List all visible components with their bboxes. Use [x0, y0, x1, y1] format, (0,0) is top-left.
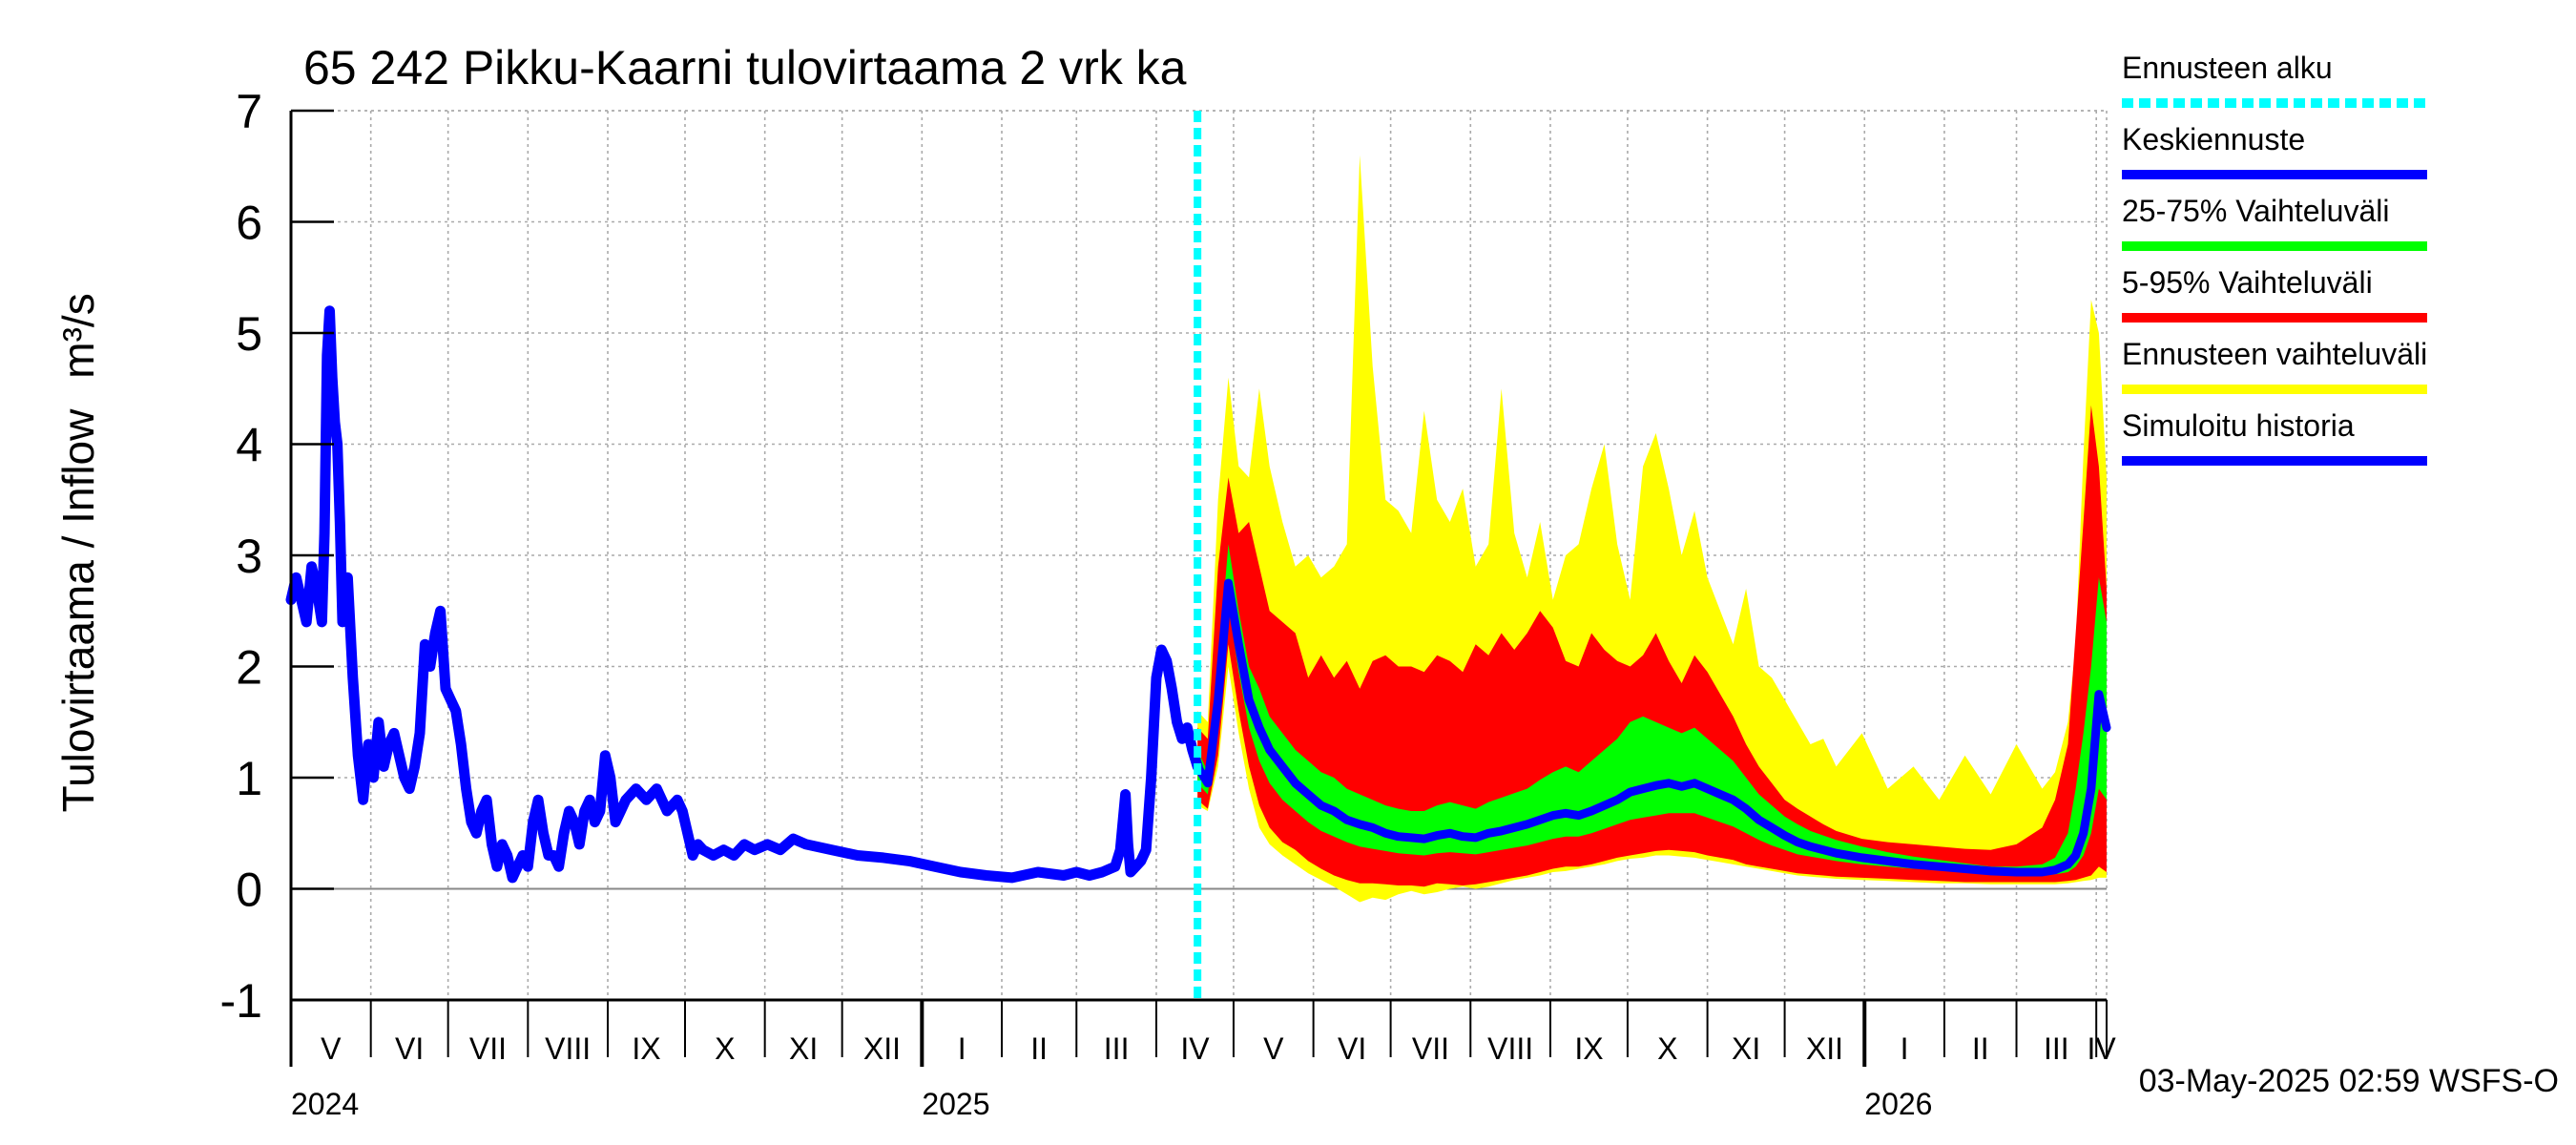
month-label: V [1263, 1031, 1284, 1066]
timestamp: 03-May-2025 02:59 WSFS-O [2139, 1063, 2559, 1099]
band-25-75 [1197, 544, 2107, 876]
month-label: XII [863, 1031, 901, 1066]
month-label: IV [1180, 1031, 1210, 1066]
chart-title: 65 242 Pikku-Kaarni tulovirtaama 2 vrk k… [303, 41, 1187, 94]
year-label: 2024 [291, 1087, 359, 1121]
y-tick-label: 5 [236, 307, 262, 361]
axes [289, 109, 2108, 1067]
legend-label: Simuloitu historia [2122, 408, 2355, 443]
month-label: XI [1732, 1031, 1760, 1066]
month-label: XI [789, 1031, 818, 1066]
y-tick-label: 7 [236, 85, 262, 138]
y-tick-label: 0 [236, 864, 262, 917]
band-5-95 [1197, 405, 2107, 887]
year-label: 2025 [922, 1087, 989, 1121]
month-label: III [2044, 1031, 2069, 1066]
series-lines [285, 111, 2111, 1000]
y-axis-unit: m³/s [53, 293, 103, 378]
month-label: IX [1574, 1031, 1603, 1066]
year-label: 2026 [1864, 1087, 1932, 1121]
month-label: II [1030, 1031, 1048, 1066]
y-tick-label: 1 [236, 752, 262, 805]
month-label: VI [1338, 1031, 1366, 1066]
legend-label: Keskiennuste [2122, 122, 2305, 156]
forecast-bands [1197, 155, 2107, 903]
month-label: I [958, 1031, 966, 1066]
month-label: VI [395, 1031, 424, 1066]
grid [291, 110, 2108, 1001]
month-label: V [321, 1031, 342, 1066]
month-label: VII [1412, 1031, 1449, 1066]
median-forecast-line [1193, 578, 2111, 877]
month-label: II [1972, 1031, 1989, 1066]
legend-label: Ennusteen vaihteluväli [2122, 337, 2427, 371]
y-tick-label: -1 [220, 974, 262, 1028]
y-axis-label: Tulovirtaama / Inflow [53, 408, 103, 812]
y-tick-label: 3 [236, 530, 262, 583]
month-label: XII [1806, 1031, 1843, 1066]
month-label: I [1901, 1031, 1909, 1066]
y-tick-label: 6 [236, 197, 262, 250]
month-label: X [1657, 1031, 1677, 1066]
month-label: VII [469, 1031, 507, 1066]
month-label: IV [2087, 1031, 2116, 1066]
simulated-history-line [285, 305, 1203, 884]
legend: Ennusteen alku Keskiennuste 25-75% Vaihtel… [2122, 51, 2427, 466]
month-label: X [715, 1031, 735, 1066]
legend-label: Ennusteen alku [2122, 51, 2333, 85]
y-tick-label: 2 [236, 641, 262, 695]
month-label: VIII [1487, 1031, 1533, 1066]
month-label: IX [632, 1031, 660, 1066]
legend-label: 25-75% Vaihteluväli [2122, 194, 2389, 228]
month-label: III [1104, 1031, 1130, 1066]
month-label: VIII [545, 1031, 591, 1066]
y-tick-label: 4 [236, 419, 262, 472]
legend-label: 5-95% Vaihteluväli [2122, 265, 2373, 300]
